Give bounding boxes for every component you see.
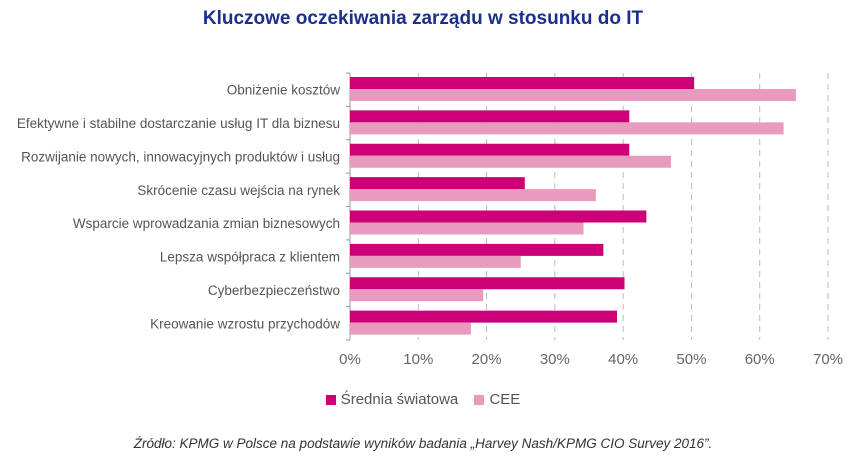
bar-world xyxy=(350,177,525,190)
x-tick-label: 30% xyxy=(540,351,570,368)
x-tick-label: 0% xyxy=(339,351,361,368)
bar-world xyxy=(350,143,630,156)
source-note: Źródło: KPMG w Polsce na podstawie wynik… xyxy=(133,436,713,451)
legend-label: Średnia światowa xyxy=(340,391,459,408)
category-label: Efektywne i stabilne dostarczanie usług … xyxy=(17,116,340,131)
category-label: Cyberbezpieczeństwo xyxy=(208,283,340,298)
bar-cee xyxy=(350,322,471,335)
legend-item-world: Średnia światowa xyxy=(325,391,459,408)
x-tick-label: 70% xyxy=(813,351,843,368)
category-label: Kreowanie wzrostu przychodów xyxy=(150,316,340,331)
category-label: Obniżenie kosztów xyxy=(227,83,341,98)
category-label: Wsparcie wprowadzania zmian biznesowych xyxy=(73,216,340,231)
legend: Średnia światowa CEE xyxy=(0,391,846,409)
x-tick-label: 50% xyxy=(676,351,706,368)
bar-cee xyxy=(350,122,784,135)
category-label: Rozwijanie nowych, innowacyjnych produkt… xyxy=(21,149,340,164)
category-label: Lepsza współpraca z klientem xyxy=(160,250,340,265)
bar-world xyxy=(350,243,604,256)
bar-cee xyxy=(350,189,596,202)
x-tick-label: 40% xyxy=(608,351,638,368)
x-tick-label: 20% xyxy=(472,351,502,368)
bar-world xyxy=(350,277,625,290)
bar-world xyxy=(350,310,617,323)
chart-title: Kluczowe oczekiwania zarządu w stosunku … xyxy=(202,8,644,29)
legend-swatch xyxy=(325,394,336,405)
legend-label: CEE xyxy=(489,391,521,408)
x-tick-label: 60% xyxy=(745,351,775,368)
bar-cee xyxy=(350,155,671,168)
legend-swatch xyxy=(474,394,485,405)
bar-cee xyxy=(350,222,584,235)
bar-cee xyxy=(350,289,484,302)
legend-item-cee: CEE xyxy=(474,391,520,408)
bar-cee xyxy=(350,255,521,268)
bar-world xyxy=(350,210,647,223)
bar-world xyxy=(350,77,695,89)
bar-world xyxy=(350,110,630,123)
category-label: Skrócenie czasu wejścia na rynek xyxy=(137,183,340,198)
x-tick-label: 10% xyxy=(403,351,433,368)
bar-cee xyxy=(350,89,796,101)
